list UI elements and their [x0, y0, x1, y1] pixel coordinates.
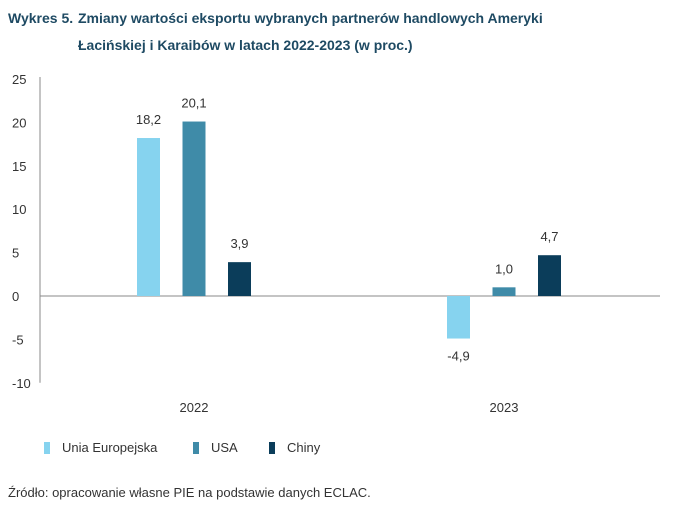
bar — [447, 296, 470, 339]
bar — [228, 262, 251, 296]
legend-label: USA — [211, 440, 238, 455]
figure-number: Wykres 5. — [8, 10, 74, 26]
data-label: 18,2 — [136, 112, 161, 127]
legend-label: Chiny — [287, 440, 321, 455]
y-tick-label: -5 — [12, 332, 24, 347]
bar — [492, 287, 516, 296]
x-tick-label: 2023 — [490, 400, 519, 415]
y-tick-label: 5 — [12, 246, 19, 261]
data-label: -4,9 — [447, 349, 469, 364]
data-label: 4,7 — [540, 229, 558, 244]
chart-title-line2: Łacińskiej i Karaibów w latach 2022-2023… — [78, 37, 413, 53]
y-tick-label: 0 — [12, 289, 19, 304]
legend-swatch — [193, 441, 199, 454]
bar-chart: 25 20 15 10 5 0 -5 -10 2022 18,2 20,1 3,9 2023 -4,9 1,… — [12, 72, 660, 415]
bar — [137, 138, 160, 296]
source-note: Źródło: opracowanie własne PIE na podsta… — [8, 485, 371, 500]
legend-item: USA — [193, 440, 238, 455]
data-label: 1,0 — [495, 261, 513, 276]
legend-swatch — [44, 441, 50, 454]
y-tick-label: 10 — [12, 202, 26, 217]
y-tick-label: 25 — [12, 72, 26, 87]
legend-swatch — [269, 441, 275, 454]
y-tick-label: 15 — [12, 159, 26, 174]
data-label: 20,1 — [181, 96, 206, 111]
legend-item: Unia Europejska — [44, 440, 157, 455]
y-tick-label: -10 — [12, 376, 31, 391]
x-tick-label: 2022 — [180, 400, 209, 415]
bar — [182, 121, 206, 296]
data-label: 3,9 — [230, 236, 248, 251]
y-tick-label: 20 — [12, 115, 26, 130]
bar — [538, 255, 561, 296]
legend-item: Chiny — [269, 440, 320, 455]
legend-label: Unia Europejska — [62, 440, 158, 455]
chart-title-line1: Zmiany wartości eksportu wybranych partn… — [78, 10, 543, 26]
